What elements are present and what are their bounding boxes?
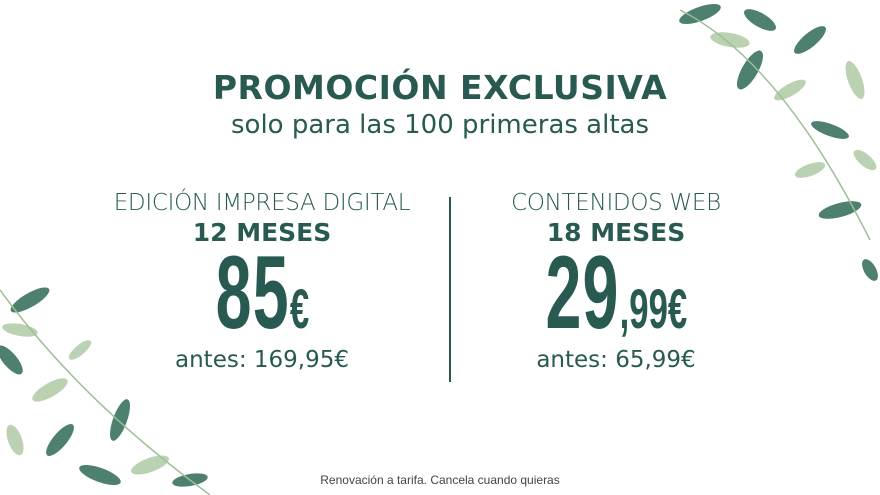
leaves-bottom-left-decoration <box>0 287 211 495</box>
offer-print-digital: EDICIÓN IMPRESA DIGITAL 12 MESES 85€ ant… <box>72 190 452 373</box>
price-main: 85 <box>215 235 290 351</box>
price-currency: € <box>289 277 309 340</box>
plan-duration: 18 MESES <box>546 218 686 247</box>
price: 85€ <box>72 241 452 345</box>
plan-name: EDICIÓN IMPRESA DIGITAL <box>113 190 411 216</box>
plan-name: CONTENIDOS WEB <box>511 190 721 216</box>
previous-price: antes: 65,99€ <box>536 347 696 373</box>
promo-subtitle: solo para las 100 primeras altas <box>230 110 650 140</box>
price-currency: € <box>667 277 687 340</box>
promo-title: PROMOCIÓN EXCLUSIVA <box>212 68 668 107</box>
leaves-top-right-decoration <box>679 4 878 281</box>
footer-note: Renovación a tarifa. Cancela cuando quie… <box>320 473 560 487</box>
previous-price: antes: 169,95€ <box>175 347 349 373</box>
column-divider <box>449 197 451 382</box>
offer-web-content: CONTENIDOS WEB 18 MESES 29,99€ antes: 65… <box>426 190 806 373</box>
price-main: 29 <box>545 235 620 351</box>
price-decimals: ,99 <box>619 277 668 340</box>
plan-duration: 12 MESES <box>192 218 332 247</box>
price: 29,99€ <box>426 241 806 345</box>
